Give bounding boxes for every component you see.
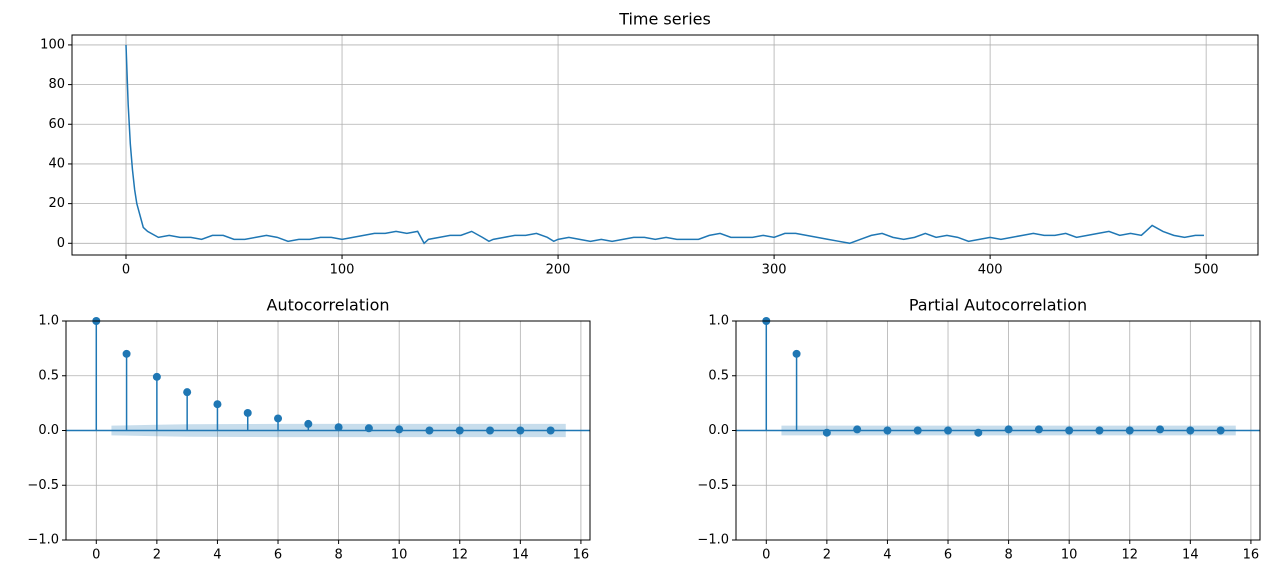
stem-marker [546,426,555,435]
y-tick-label: 80 [48,77,65,92]
x-tick-label: 8 [1004,548,1012,563]
series-line [125,44,1204,245]
x-tick-label: 10 [1061,548,1078,563]
stem-marker [822,428,831,437]
stem-marker [883,426,892,435]
y-tick-label: 1.0 [708,314,729,329]
x-tick-label: 10 [391,548,408,563]
y-tick-label: 0 [57,236,65,251]
x-tick-label: 4 [883,548,891,563]
stem-marker [122,349,131,358]
stem-marker [183,388,192,397]
x-tick-label: 16 [1243,548,1260,563]
stem-marker [974,428,983,437]
x-tick-label: 4 [213,548,221,563]
y-tick-label: −0.5 [697,478,729,493]
x-tick-label: 100 [330,263,355,278]
x-tick-label: 12 [1121,548,1138,563]
stem-marker [913,426,922,435]
stem-marker [274,414,283,423]
stem-marker [395,425,404,434]
stem-marker [792,349,801,358]
y-tick-label: 60 [48,117,65,132]
x-tick-label: 0 [92,548,100,563]
axes-frame [65,320,591,541]
stem-marker [334,423,343,432]
stem-marker [425,426,434,435]
y-tick-label: −0.5 [27,478,59,493]
stem-marker [1216,426,1225,435]
stem-marker [304,419,313,428]
stem-marker [364,424,373,433]
chart-title: Time series [618,10,711,29]
x-tick-label: 6 [944,548,952,563]
axes-frame [71,34,1259,256]
stem-marker [152,372,161,381]
y-tick-label: 0.0 [38,423,59,438]
y-tick-label: 0.5 [38,368,59,383]
y-tick-label: 40 [48,156,65,171]
stem-marker [1034,425,1043,434]
y-tick-label: 20 [48,196,65,211]
x-tick-label: 14 [512,548,529,563]
stem-marker [486,426,495,435]
x-tick-label: 12 [451,548,468,563]
chart-title: Autocorrelation [267,296,390,315]
stem-marker [944,426,953,435]
stem-marker [1125,426,1134,435]
stem-marker [455,426,464,435]
stem-marker [213,400,222,409]
y-tick-label: 1.0 [38,314,59,329]
x-tick-label: 300 [762,263,787,278]
x-tick-label: 500 [1194,263,1219,278]
x-tick-label: 200 [546,263,571,278]
y-tick-label: −1.0 [27,533,59,548]
stem-marker [1156,425,1165,434]
y-tick-label: 100 [40,37,65,52]
x-tick-label: 2 [823,548,831,563]
stem-marker [1186,426,1195,435]
chart-title: Partial Autocorrelation [909,296,1087,315]
stem-marker [853,425,862,434]
stem-marker [1095,426,1104,435]
x-tick-label: 14 [1182,548,1199,563]
x-tick-label: 0 [762,548,770,563]
x-tick-label: 2 [153,548,161,563]
stem-marker [243,408,252,417]
stem-marker [1004,425,1013,434]
axes-frame [735,320,1261,541]
x-tick-label: 16 [573,548,590,563]
stem-marker [516,426,525,435]
y-tick-label: 0.0 [708,423,729,438]
y-tick-label: 0.5 [708,368,729,383]
x-tick-label: 6 [274,548,282,563]
x-tick-label: 8 [334,548,342,563]
x-tick-label: 0 [122,263,130,278]
stem-marker [1065,426,1074,435]
x-tick-label: 400 [978,263,1003,278]
y-tick-label: −1.0 [697,533,729,548]
